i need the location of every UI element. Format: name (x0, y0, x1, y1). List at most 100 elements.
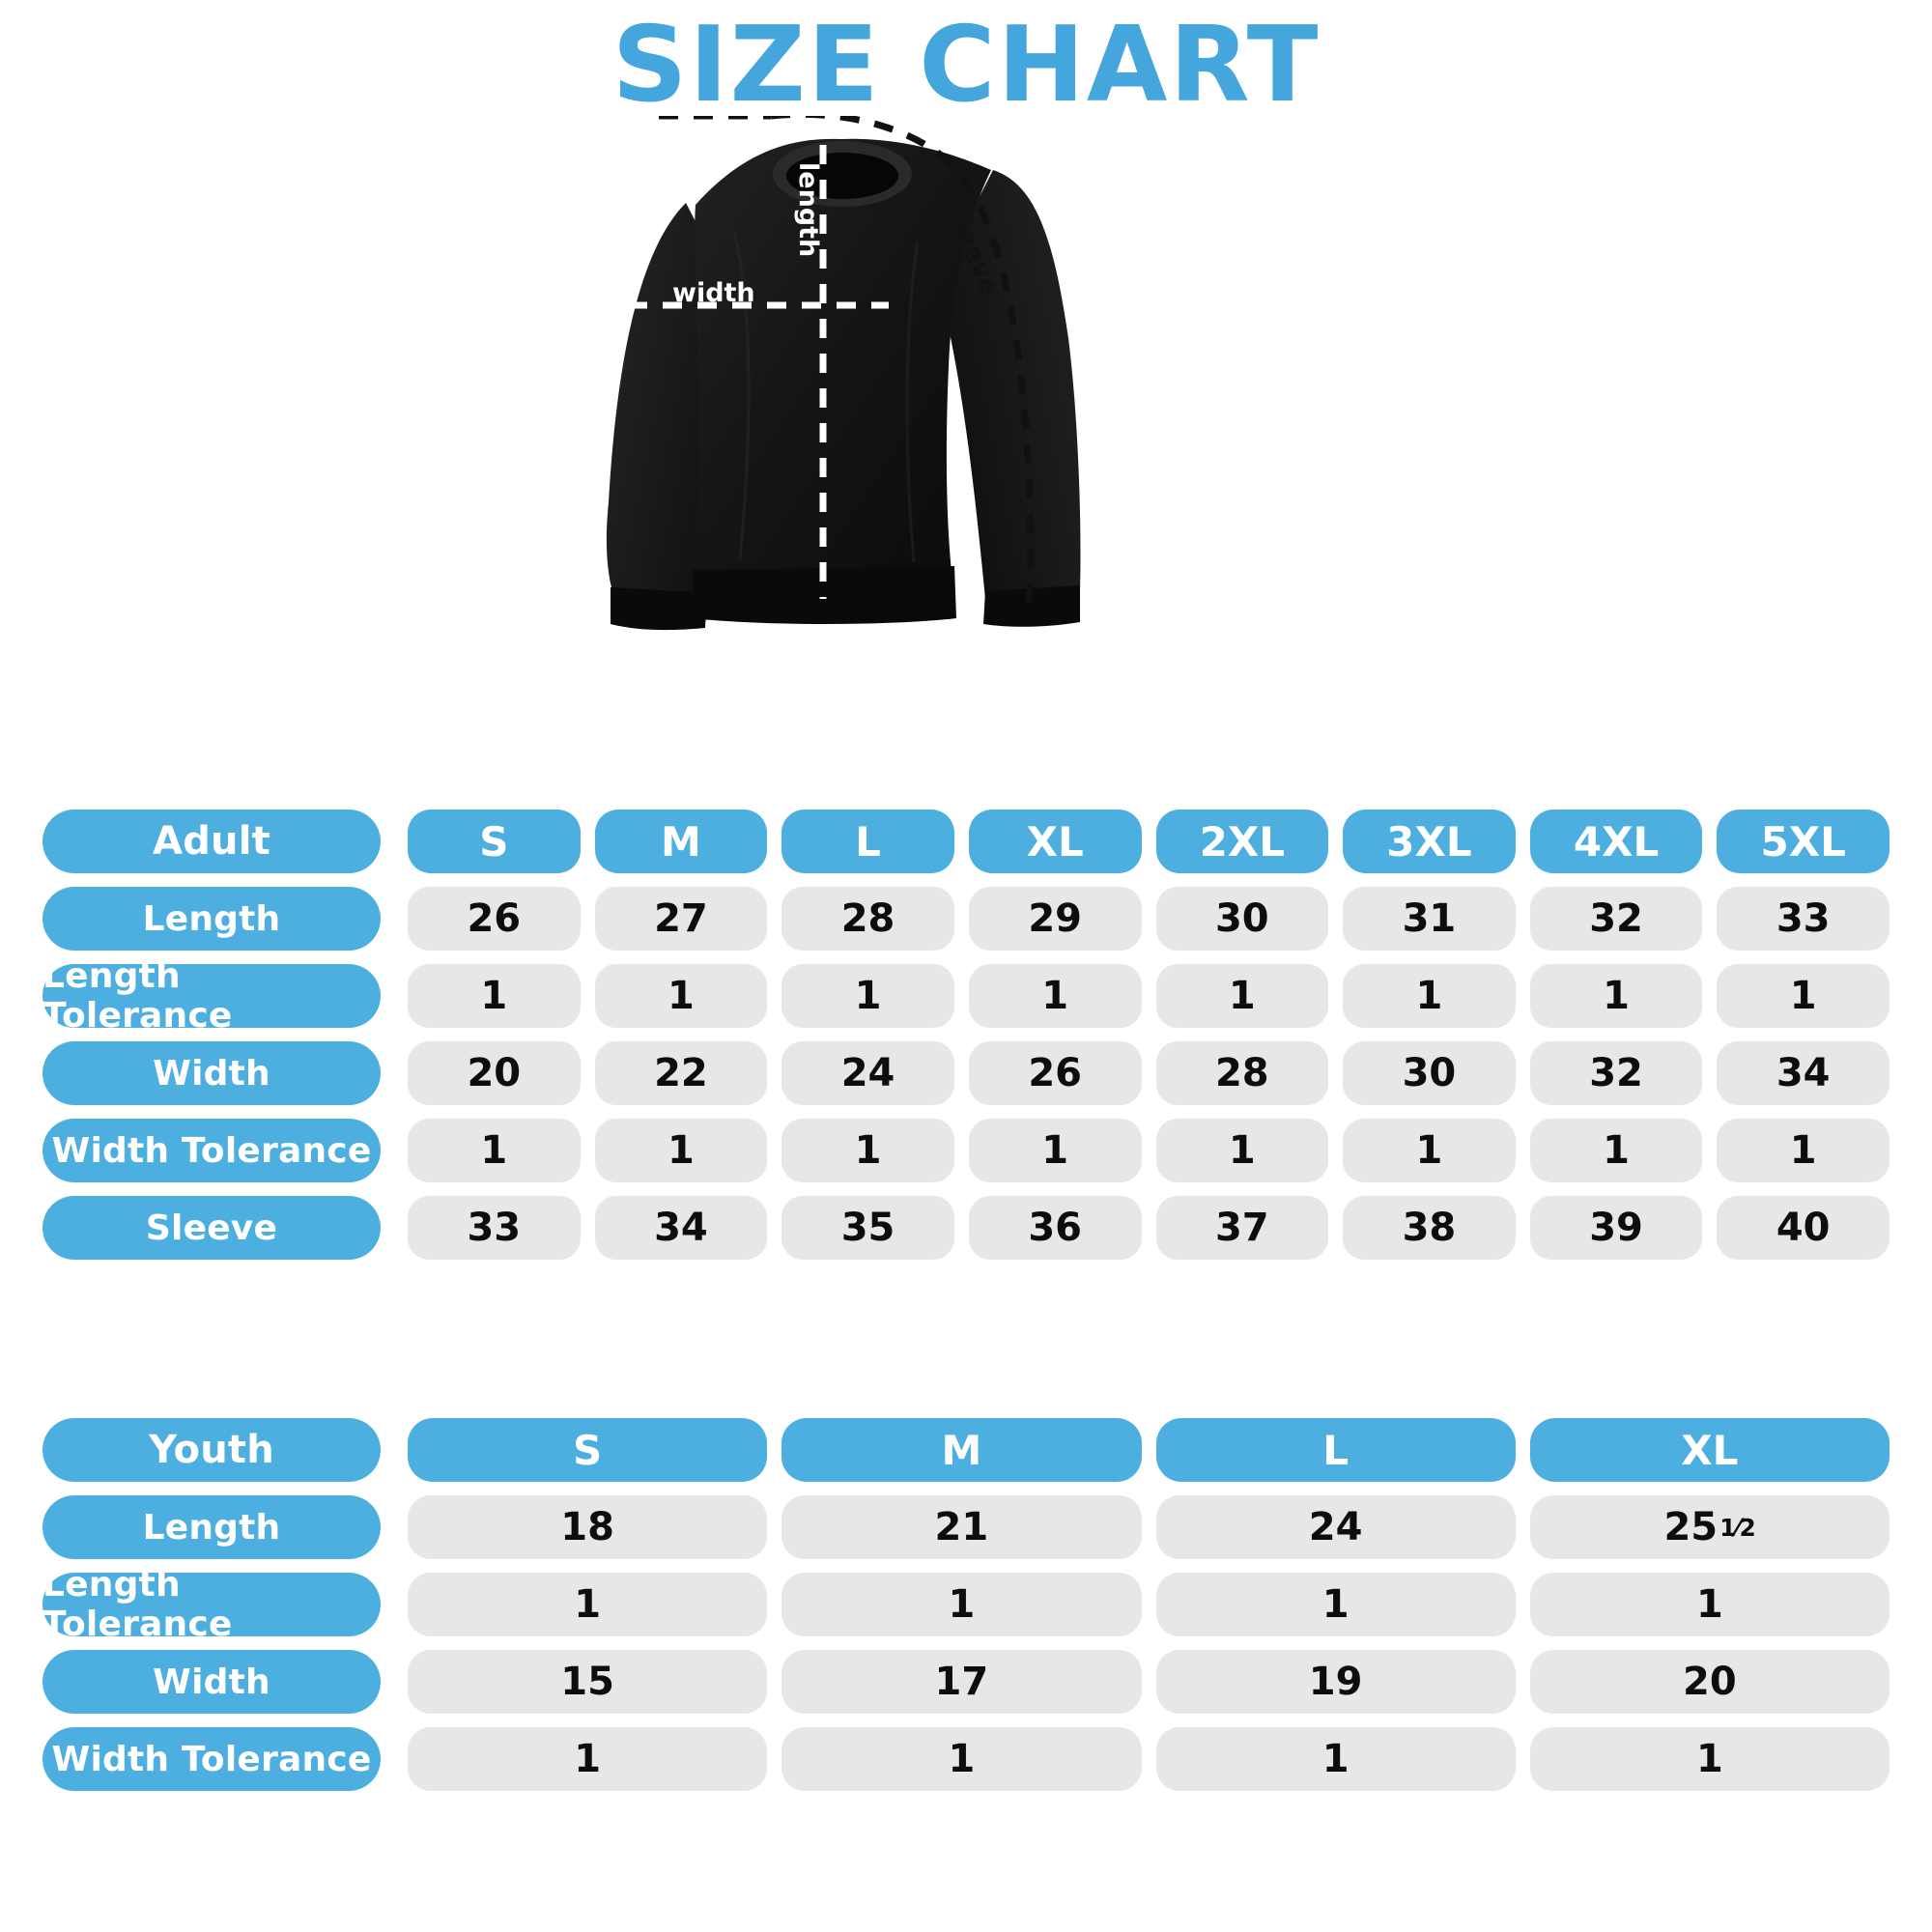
table-cell-2xl: 28 (1155, 1041, 1329, 1105)
table-cell-4xl: 39 (1529, 1196, 1703, 1260)
adult-header-label: Adult (43, 810, 381, 873)
spacer (381, 1119, 408, 1182)
table-cell-5xl: 34 (1717, 1041, 1889, 1105)
table-cell-l: 24 (781, 1041, 954, 1105)
youth-header-label: Youth (43, 1418, 381, 1482)
table-row: Length Tolerance 1 1 1 1 1 1 1 1 (43, 956, 1889, 1036)
row-values: 18 21 24 25 1⁄2 (408, 1495, 1889, 1559)
adult-column-header-4xl: 4XL (1529, 810, 1703, 873)
adult-row-label: Length Tolerance (43, 956, 381, 1036)
table-cell-m: 1 (781, 1727, 1142, 1791)
table-cell-s: 33 (408, 1196, 581, 1260)
body (694, 138, 991, 583)
table-cell-4xl: 32 (1529, 887, 1703, 951)
sleeve-guide-line (771, 116, 1035, 611)
table-cell-m: 21 (781, 1495, 1142, 1559)
table-row: Sleeve 33 34 35 36 37 38 39 40 (43, 1196, 1889, 1260)
youth-row-label: Length Tolerance (43, 1565, 381, 1644)
table-cell-xl: 26 (968, 1041, 1142, 1105)
table-cell-4xl: 1 (1529, 964, 1703, 1028)
table-cell-2xl: 1 (1155, 1119, 1329, 1182)
length-label: length (793, 162, 823, 258)
garment-illustration: width length sleeve (599, 116, 1352, 792)
youth-row-label: Length (43, 1495, 381, 1559)
table-cell-s: 15 (408, 1650, 768, 1714)
youth-column-header-l: L (1155, 1418, 1516, 1482)
adult-row-label: Width Tolerance (43, 1119, 381, 1182)
adult-column-header-s: S (408, 810, 581, 873)
waistband (692, 566, 956, 624)
adult-column-header-2xl: 2XL (1155, 810, 1329, 873)
table-row: Length Tolerance 1 1 1 1 (43, 1565, 1889, 1644)
table-cell-2xl: 30 (1155, 887, 1329, 951)
table-cell-l: 1 (781, 1119, 954, 1182)
table-cell-l: 24 (1155, 1495, 1516, 1559)
fabric-fold-left (732, 231, 751, 561)
adult-header-row: Adult S M L XL 2XL 3XL 4XL 5XL (43, 810, 1889, 873)
table-cell-l: 28 (781, 887, 954, 951)
row-values: 20 22 24 26 28 30 32 34 (408, 1041, 1889, 1105)
youth-column-header-m: M (781, 1418, 1142, 1482)
row-values: 26 27 28 29 30 31 32 33 (408, 887, 1889, 951)
table-cell-xl: 1 (1529, 1573, 1889, 1636)
adult-column-header-m: M (594, 810, 768, 873)
right-cuff (983, 585, 1080, 627)
table-cell-s: 1 (408, 964, 581, 1028)
table-cell-4xl: 1 (1529, 1119, 1703, 1182)
spacer (381, 964, 408, 1028)
table-cell-xl: 1 (968, 1119, 1142, 1182)
table-cell-s: 18 (408, 1495, 768, 1559)
table-cell-5xl: 1 (1717, 964, 1889, 1028)
table-row: Width Tolerance 1 1 1 1 1 1 1 1 (43, 1119, 1889, 1182)
table-row: Width 20 22 24 26 28 30 32 34 (43, 1041, 1889, 1105)
table-cell-l: 35 (781, 1196, 954, 1260)
adult-column-header-l: L (781, 810, 954, 873)
spacer (381, 887, 408, 951)
table-cell-2xl: 37 (1155, 1196, 1329, 1260)
youth-size-table: Youth S M L XL Length 18 21 24 25 1⁄2 Length Tolera… (43, 1418, 1889, 1791)
spacer (381, 1650, 408, 1714)
table-cell-s: 1 (408, 1727, 768, 1791)
collar-inner (786, 153, 898, 199)
table-cell-l: 1 (1155, 1573, 1516, 1636)
table-row: Width Tolerance 1 1 1 1 (43, 1727, 1889, 1791)
table-cell-2xl: 1 (1155, 964, 1329, 1028)
table-cell-3xl: 1 (1343, 964, 1516, 1028)
table-row: Width 15 17 19 20 (43, 1650, 1889, 1714)
youth-row-label: Width (43, 1650, 381, 1714)
table-cell-s: 1 (408, 1119, 581, 1182)
table-cell-l: 1 (781, 964, 954, 1028)
spacer (381, 1495, 408, 1559)
table-row: Length 18 21 24 25 1⁄2 (43, 1495, 1889, 1559)
table-cell-m: 1 (594, 1119, 768, 1182)
table-cell-m: 22 (594, 1041, 768, 1105)
table-cell-m: 17 (781, 1650, 1142, 1714)
adult-column-header-xl: XL (968, 810, 1142, 873)
table-cell-s: 20 (408, 1041, 581, 1105)
table-row: Length 26 27 28 29 30 31 32 33 (43, 887, 1889, 951)
spacer (381, 810, 408, 873)
table-cell-xl: 29 (968, 887, 1142, 951)
youth-column-header-s: S (408, 1418, 768, 1482)
table-cell-3xl: 1 (1343, 1119, 1516, 1182)
table-cell-s: 1 (408, 1573, 768, 1636)
spacer (381, 1573, 408, 1636)
table-cell-xl: 1 (968, 964, 1142, 1028)
table-cell-5xl: 33 (1717, 887, 1889, 951)
table-cell-3xl: 31 (1343, 887, 1516, 951)
table-cell-m: 1 (781, 1573, 1142, 1636)
spacer (381, 1727, 408, 1791)
page-title: SIZE CHART (611, 5, 1321, 126)
row-values: 15 17 19 20 (408, 1650, 1889, 1714)
right-sleeve (937, 170, 1081, 599)
table-cell-l: 19 (1155, 1650, 1516, 1714)
spacer (381, 1041, 408, 1105)
adult-column-header-3xl: 3XL (1343, 810, 1516, 873)
table-cell-s: 26 (408, 887, 581, 951)
table-cell-3xl: 30 (1343, 1041, 1516, 1105)
youth-row-label: Width Tolerance (43, 1727, 381, 1791)
